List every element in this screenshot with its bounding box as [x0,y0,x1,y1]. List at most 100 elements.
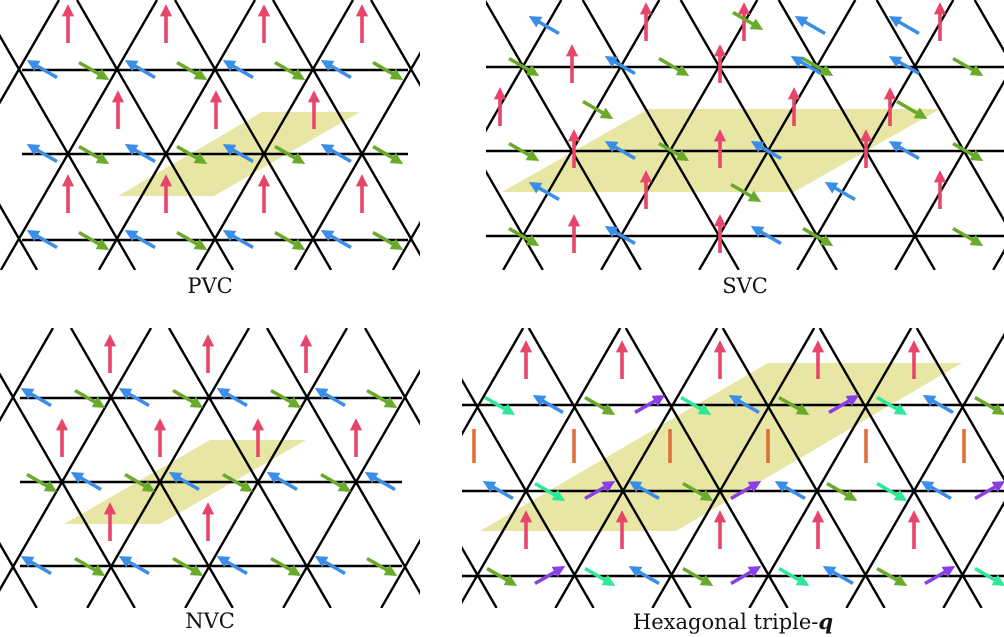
spin-arrow-blue [266,472,298,492]
spin-arrow-green [172,556,204,576]
spin-arrow-blue [222,144,254,164]
diagonal-bond-line [462,328,622,605]
diagonal-bond-line [502,0,661,270]
spin-arrow-mint [534,481,566,501]
spin-arrow-blue [124,144,156,164]
caption-q-symbol: q [818,609,834,634]
spin-arrow-blue [888,56,920,76]
diagonal-bond-line [97,0,257,270]
spin-arrow-green [78,230,110,250]
spin-arrow-blue [888,141,920,161]
diagonal-bond-line [195,0,355,270]
spin-arrow-purple [584,481,616,501]
spin-arrow-green [682,566,714,586]
caption-nvc: NVC [185,609,235,633]
diagonal-bond-line [581,0,740,270]
diagonal-bond-line [679,0,838,270]
diagonal-bond-line [167,328,332,608]
spin-arrow-green [952,56,984,76]
caption-prefix: Hexagonal triple- [632,610,819,634]
spin-arrow-green [802,226,834,246]
diagonal-bond-line [973,0,1004,54]
panel-nvc: NVC [0,328,420,637]
diagonal-bond-line [184,328,349,608]
kagome-lattice-triple-q [462,328,1004,608]
spin-arrow-green [952,141,984,161]
diagonal-bond-line [0,372,136,608]
diagonal-bond-line [462,328,525,437]
spin-arrow-blue [320,60,352,80]
diagonal-bond-line [875,0,1004,223]
spin-arrow-blue [20,388,52,408]
spin-arrow-blue [824,182,856,202]
spin-arrow-blue [26,144,58,164]
spin-arrow-green [222,472,254,492]
spin-arrow-mint [584,566,616,586]
spin-arrow-purple [730,566,762,586]
spin-arrow-blue [168,472,200,492]
spin-arrow-green [876,566,908,586]
spin-arrow-green [682,481,714,501]
spin-arrow-green [274,60,306,80]
diagonal-bond-line [69,328,234,608]
panel-hexagonal-triple-q: Hexagonal triple-q [462,328,1004,637]
spin-arrow-green [176,230,208,250]
diagonal-bond-line [486,169,544,270]
diagonal-bond-line [894,79,1004,270]
diagonal-bond-line [624,328,789,608]
spin-arrow-green [658,56,690,76]
spin-arrow-blue [790,56,822,76]
diagonal-bond-line [462,377,595,608]
spin-arrow-blue [604,56,636,76]
kagome-lattice-nvc [0,328,420,608]
diagonal-bond-line [486,0,563,133]
spin-arrow-green [26,472,58,492]
spin-arrow-green [320,472,352,492]
spin-arrow-blue [320,144,352,164]
spin-arrow-blue [628,566,660,586]
kagome-lattice-pvc [0,0,420,270]
diagonal-bond-line [462,545,498,608]
diagonal-bond-line [0,203,39,270]
spin-arrow-blue [822,566,854,586]
spin-arrow-blue [604,226,636,246]
spin-arrow-blue [222,60,254,80]
spin-arrow-blue [364,472,396,492]
spin-arrow-blue [794,16,826,36]
spin-arrow-green [372,230,404,250]
spin-arrow-green [78,144,110,164]
spin-arrow-purple [924,566,956,586]
spin-arrow-blue [920,481,952,501]
spin-arrow-mint [680,395,712,415]
spin-arrow-blue [314,556,346,576]
spin-arrow-blue [528,182,560,202]
spin-arrow-blue [482,481,514,501]
spin-arrow-green [270,388,302,408]
spin-arrow-green [372,144,404,164]
spin-arrow-purple [828,395,860,415]
spin-arrow-green [658,141,690,161]
spin-arrow-green [508,56,540,76]
spin-arrow-blue [750,226,782,246]
diagonal-bond-line [0,0,159,270]
diagonal-bond-line [527,328,692,608]
spin-arrow-blue [774,481,806,501]
spin-arrow-blue [628,481,660,501]
spin-arrow-blue [728,395,760,415]
lattice-bonds [0,0,420,270]
diagonal-bond-line [554,328,719,608]
diagonal-bond-line [651,328,816,608]
spin-arrow-green [826,481,858,501]
spin-arrow-purple [534,566,566,586]
spin-arrow-mint [974,566,1004,586]
spin-arrow-green [270,556,302,576]
spin-arrow-green [366,388,398,408]
diagonal-bond-line [0,328,153,592]
spin-arrow-blue [26,60,58,80]
spin-arrow-green [176,144,208,164]
spin-arrow-blue [20,556,52,576]
spin-arrow-green [508,141,540,161]
spin-arrow-green [74,556,106,576]
spin-arrow-green [732,10,764,30]
diagonal-bond-line [265,328,420,596]
